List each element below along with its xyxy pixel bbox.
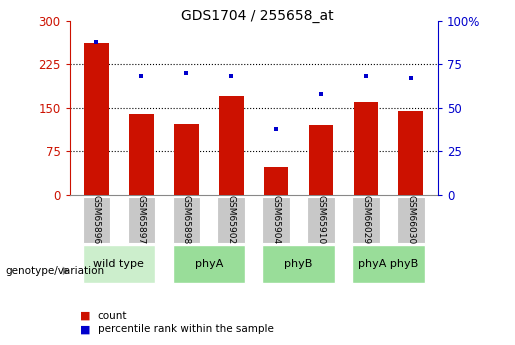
Text: phyA: phyA (195, 259, 223, 269)
Bar (217, 197, 245, 243)
FancyArrow shape (63, 266, 69, 275)
Bar (219, 96, 244, 195)
Text: phyB: phyB (284, 259, 313, 269)
Text: genotype/variation: genotype/variation (5, 266, 104, 276)
Bar (308, 125, 333, 195)
Text: GSM65902: GSM65902 (227, 195, 236, 245)
Text: GSM66030: GSM66030 (406, 195, 415, 245)
Bar (83, 245, 155, 283)
Text: ■: ■ (80, 311, 90, 321)
Bar (397, 197, 424, 243)
Text: ■: ■ (80, 325, 90, 334)
Bar (128, 197, 155, 243)
Text: percentile rank within the sample: percentile rank within the sample (98, 325, 274, 334)
Text: GSM65904: GSM65904 (271, 195, 281, 245)
Text: GSM65896: GSM65896 (92, 195, 101, 245)
Bar (173, 197, 200, 243)
Bar (83, 197, 110, 243)
Bar (264, 167, 288, 195)
Bar (174, 124, 199, 195)
Bar (263, 245, 335, 283)
Bar (307, 197, 335, 243)
Bar (399, 111, 423, 195)
Text: GDS1704 / 255658_at: GDS1704 / 255658_at (181, 9, 334, 23)
Bar (84, 43, 109, 195)
Bar (129, 114, 153, 195)
Text: GSM66029: GSM66029 (362, 195, 370, 245)
Text: wild type: wild type (94, 259, 144, 269)
Bar (173, 245, 245, 283)
Text: count: count (98, 311, 127, 321)
Text: GSM65898: GSM65898 (182, 195, 191, 245)
Bar (354, 102, 378, 195)
Text: GSM65897: GSM65897 (137, 195, 146, 245)
Bar (352, 197, 380, 243)
Bar (352, 245, 424, 283)
Text: GSM65910: GSM65910 (317, 195, 325, 245)
Bar (263, 197, 290, 243)
Text: phyA phyB: phyA phyB (358, 259, 419, 269)
